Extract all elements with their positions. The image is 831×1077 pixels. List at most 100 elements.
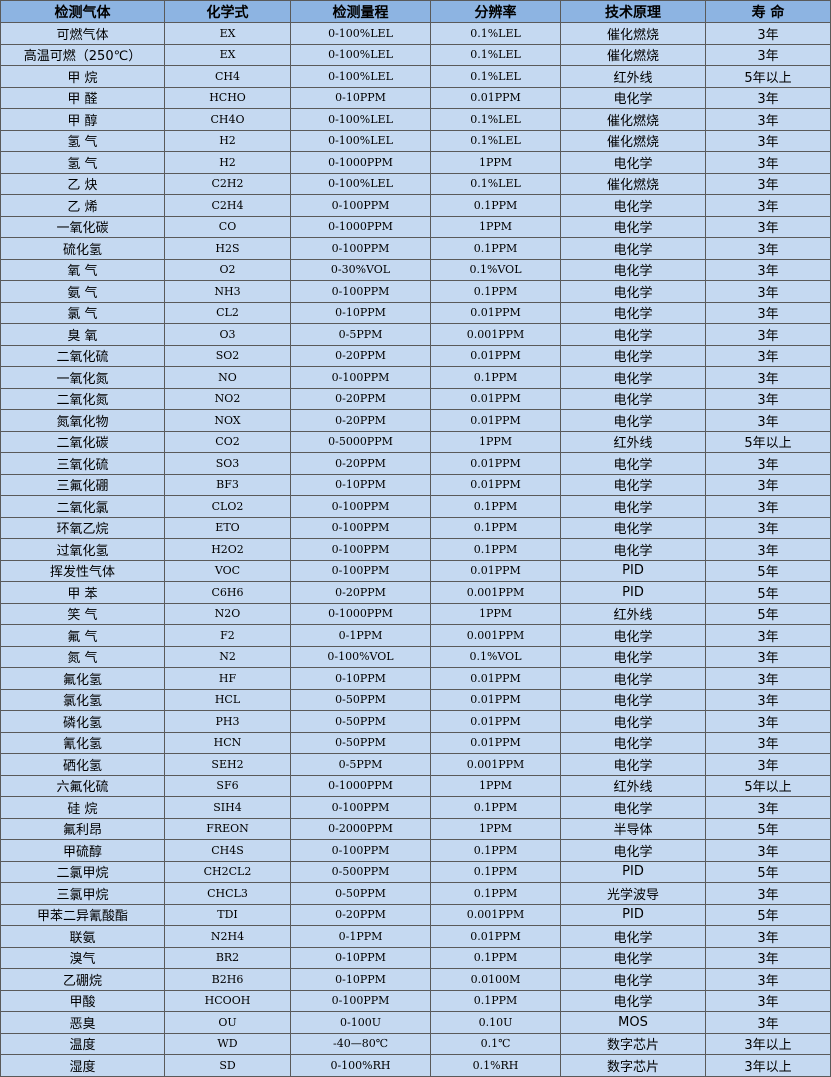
table-row: 氯 气 CL2 0-10PPM 0.01PPM 电化学 3年 xyxy=(0,301,831,324)
cell-gas: 一氧化氮 xyxy=(0,366,165,389)
cell-resolution: 0.1PPM xyxy=(430,839,561,862)
cell-gas: 二氧化碳 xyxy=(0,430,165,453)
cell-gas: 二氯甲烷 xyxy=(0,860,165,883)
cell-gas: 氨 气 xyxy=(0,280,165,303)
cell-gas: 三氧化硫 xyxy=(0,452,165,475)
cell-resolution: 0.01PPM xyxy=(430,409,561,432)
cell-formula: HCHO xyxy=(164,86,291,109)
cell-range: 0-100%LEL xyxy=(290,172,431,195)
cell-gas: 三氟化硼 xyxy=(0,473,165,496)
cell-principle: 电化学 xyxy=(560,473,706,496)
cell-resolution: 0.01PPM xyxy=(430,473,561,496)
cell-lifespan: 3年 xyxy=(705,215,831,238)
cell-range: 0-100%LEL xyxy=(290,22,431,45)
cell-resolution: 0.1%LEL xyxy=(430,108,561,131)
cell-range: 0-100%VOL xyxy=(290,645,431,668)
cell-range: 0-10PPM xyxy=(290,946,431,969)
cell-principle: 电化学 xyxy=(560,753,706,776)
cell-principle: 数字芯片 xyxy=(560,1032,706,1055)
cell-gas: 硒化氢 xyxy=(0,753,165,776)
cell-lifespan: 3年 xyxy=(705,839,831,862)
cell-resolution: 0.1PPM xyxy=(430,194,561,217)
cell-principle: 电化学 xyxy=(560,796,706,819)
table-row: 二氧化氮 NO2 0-20PPM 0.01PPM 电化学 3年 xyxy=(0,387,831,410)
cell-lifespan: 3年 xyxy=(705,538,831,561)
cell-resolution: 1PPM xyxy=(430,215,561,238)
cell-gas: 溴气 xyxy=(0,946,165,969)
cell-lifespan: 3年 xyxy=(705,925,831,948)
cell-formula: SO2 xyxy=(164,344,291,367)
cell-resolution: 0.1%RH xyxy=(430,1054,561,1077)
cell-range: 0-20PPM xyxy=(290,581,431,604)
cell-principle: 催化燃烧 xyxy=(560,43,706,66)
cell-gas: 一氧化碳 xyxy=(0,215,165,238)
cell-resolution: 0.1PPM xyxy=(430,516,561,539)
cell-principle: 红外线 xyxy=(560,774,706,797)
cell-lifespan: 3年 xyxy=(705,516,831,539)
table-row: 三氯甲烷 CHCL3 0-50PPM 0.1PPM 光学波导 3年 xyxy=(0,882,831,905)
table-row: 氮 气 N2 0-100%VOL 0.1%VOL 电化学 3年 xyxy=(0,645,831,668)
cell-range: 0-100PPM xyxy=(290,237,431,260)
cell-lifespan: 3年 xyxy=(705,731,831,754)
header-gas: 检测气体 xyxy=(0,0,165,23)
cell-gas: 甲 醛 xyxy=(0,86,165,109)
cell-range: 0-5000PPM xyxy=(290,430,431,453)
cell-resolution: 0.01PPM xyxy=(430,559,561,582)
cell-formula: HCL xyxy=(164,688,291,711)
cell-principle: 电化学 xyxy=(560,258,706,281)
cell-principle: PID xyxy=(560,903,706,926)
table-body: 可燃气体 EX 0-100%LEL 0.1%LEL 催化燃烧 3年 高温可燃（250℃） EX… xyxy=(0,22,831,1077)
cell-gas: 甲酸 xyxy=(0,989,165,1012)
cell-principle: 电化学 xyxy=(560,237,706,260)
cell-gas: 高温可燃（250℃） xyxy=(0,43,165,66)
table-row: 二氧化氯 CLO2 0-100PPM 0.1PPM 电化学 3年 xyxy=(0,495,831,518)
cell-principle: 电化学 xyxy=(560,366,706,389)
cell-principle: 电化学 xyxy=(560,538,706,561)
cell-range: 0-50PPM xyxy=(290,710,431,733)
table-row: 环氧乙烷 ETO 0-100PPM 0.1PPM 电化学 3年 xyxy=(0,516,831,539)
cell-resolution: 0.1%LEL xyxy=(430,22,561,45)
cell-resolution: 0.01PPM xyxy=(430,452,561,475)
header-lifespan: 寿 命 xyxy=(705,0,831,23)
cell-principle: 电化学 xyxy=(560,495,706,518)
cell-formula: SF6 xyxy=(164,774,291,797)
cell-gas: 氟 气 xyxy=(0,624,165,647)
table-row: 乙 炔 C2H2 0-100%LEL 0.1%LEL 催化燃烧 3年 xyxy=(0,172,831,195)
cell-gas: 氢 气 xyxy=(0,129,165,152)
cell-resolution: 0.1PPM xyxy=(430,882,561,905)
table-row: 氮氧化物 NOX 0-20PPM 0.01PPM 电化学 3年 xyxy=(0,409,831,432)
cell-range: -40—80℃ xyxy=(290,1032,431,1055)
cell-resolution: 1PPM xyxy=(430,430,561,453)
cell-lifespan: 3年 xyxy=(705,301,831,324)
cell-resolution: 0.1%LEL xyxy=(430,43,561,66)
cell-formula: CLO2 xyxy=(164,495,291,518)
table-row: 六氟化硫 SF6 0-1000PPM 1PPM 红外线 5年以上 xyxy=(0,774,831,797)
cell-formula: CH4S xyxy=(164,839,291,862)
cell-lifespan: 5年以上 xyxy=(705,430,831,453)
cell-gas: 温度 xyxy=(0,1032,165,1055)
cell-gas: 六氟化硫 xyxy=(0,774,165,797)
cell-principle: 催化燃烧 xyxy=(560,172,706,195)
cell-range: 0-1000PPM xyxy=(290,602,431,625)
cell-gas: 氟化氢 xyxy=(0,667,165,690)
cell-gas: 二氧化氯 xyxy=(0,495,165,518)
cell-resolution: 1PPM xyxy=(430,151,561,174)
cell-resolution: 0.0100M xyxy=(430,968,561,991)
cell-lifespan: 3年 xyxy=(705,409,831,432)
table-row: 二氧化碳 CO2 0-5000PPM 1PPM 红外线 5年以上 xyxy=(0,430,831,453)
cell-principle: 半导体 xyxy=(560,817,706,840)
cell-lifespan: 3年 xyxy=(705,344,831,367)
cell-formula: B2H6 xyxy=(164,968,291,991)
cell-range: 0-20PPM xyxy=(290,344,431,367)
cell-formula: BR2 xyxy=(164,946,291,969)
cell-formula: CHCL3 xyxy=(164,882,291,905)
cell-principle: MOS xyxy=(560,1011,706,1034)
table-row: 二氯甲烷 CH2CL2 0-500PPM 0.1PPM PID 5年 xyxy=(0,860,831,883)
table-row: 氧 气 O2 0-30%VOL 0.1%VOL 电化学 3年 xyxy=(0,258,831,281)
table-row: 可燃气体 EX 0-100%LEL 0.1%LEL 催化燃烧 3年 xyxy=(0,22,831,45)
cell-principle: 光学波导 xyxy=(560,882,706,905)
cell-lifespan: 3年 xyxy=(705,1011,831,1034)
cell-resolution: 0.01PPM xyxy=(430,731,561,754)
cell-gas: 挥发性气体 xyxy=(0,559,165,582)
